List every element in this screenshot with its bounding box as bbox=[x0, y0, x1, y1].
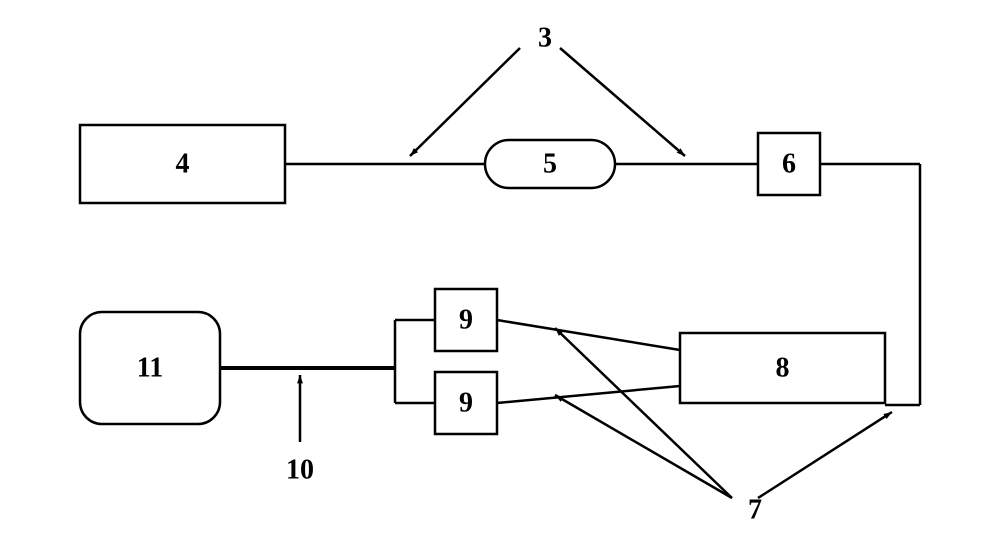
edge bbox=[497, 386, 680, 403]
annotation-arrow bbox=[758, 412, 892, 498]
node-n9b: 9 bbox=[435, 372, 497, 434]
node-label: 9 bbox=[459, 388, 473, 419]
node-n11: 11 bbox=[80, 312, 220, 424]
node-label: 6 bbox=[782, 149, 796, 180]
node-n9a: 9 bbox=[435, 289, 497, 351]
node-label: 11 bbox=[137, 353, 163, 384]
node-label: 9 bbox=[459, 305, 473, 336]
node-n8: 8 bbox=[680, 333, 885, 403]
node-n4: 4 bbox=[80, 125, 285, 203]
annotation-a10: 10 bbox=[286, 375, 314, 486]
edge bbox=[497, 320, 680, 350]
annotation-label: 7 bbox=[748, 495, 762, 526]
node-label: 5 bbox=[543, 149, 557, 180]
annotations: 3 7 10 bbox=[286, 23, 892, 526]
node-label: 8 bbox=[776, 353, 790, 384]
nodes: 4 5 6 8 9 9 11 bbox=[80, 125, 885, 434]
annotation-a3: 3 bbox=[410, 23, 685, 157]
annotation-label: 3 bbox=[538, 23, 552, 54]
node-n5: 5 bbox=[485, 140, 615, 188]
annotation-arrow bbox=[555, 395, 732, 498]
node-label: 4 bbox=[176, 149, 190, 180]
annotation-label: 10 bbox=[286, 455, 314, 486]
node-n6: 6 bbox=[758, 133, 820, 195]
